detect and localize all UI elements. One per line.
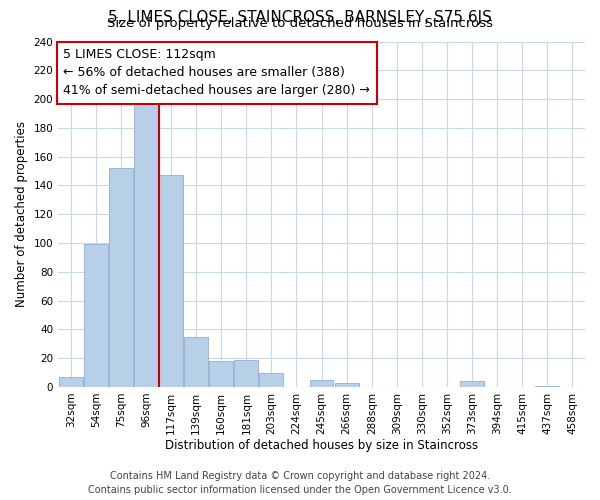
Text: Size of property relative to detached houses in Staincross: Size of property relative to detached ho… — [107, 18, 493, 30]
Text: 5, LIMES CLOSE, STAINCROSS, BARNSLEY, S75 6JS: 5, LIMES CLOSE, STAINCROSS, BARNSLEY, S7… — [108, 10, 492, 25]
Bar — [460, 381, 484, 387]
Y-axis label: Number of detached properties: Number of detached properties — [15, 121, 28, 307]
Bar — [535, 386, 559, 387]
Bar — [109, 168, 133, 387]
Bar — [134, 99, 158, 387]
Bar — [335, 382, 359, 387]
Bar — [235, 360, 258, 387]
Bar — [310, 380, 334, 387]
Bar — [259, 372, 283, 387]
Bar — [209, 361, 233, 387]
Text: Contains HM Land Registry data © Crown copyright and database right 2024.
Contai: Contains HM Land Registry data © Crown c… — [88, 471, 512, 495]
X-axis label: Distribution of detached houses by size in Staincross: Distribution of detached houses by size … — [165, 440, 478, 452]
Bar — [84, 244, 108, 387]
Text: 5 LIMES CLOSE: 112sqm
← 56% of detached houses are smaller (388)
41% of semi-det: 5 LIMES CLOSE: 112sqm ← 56% of detached … — [64, 48, 370, 98]
Bar — [184, 336, 208, 387]
Bar — [159, 176, 183, 387]
Bar — [59, 377, 83, 387]
